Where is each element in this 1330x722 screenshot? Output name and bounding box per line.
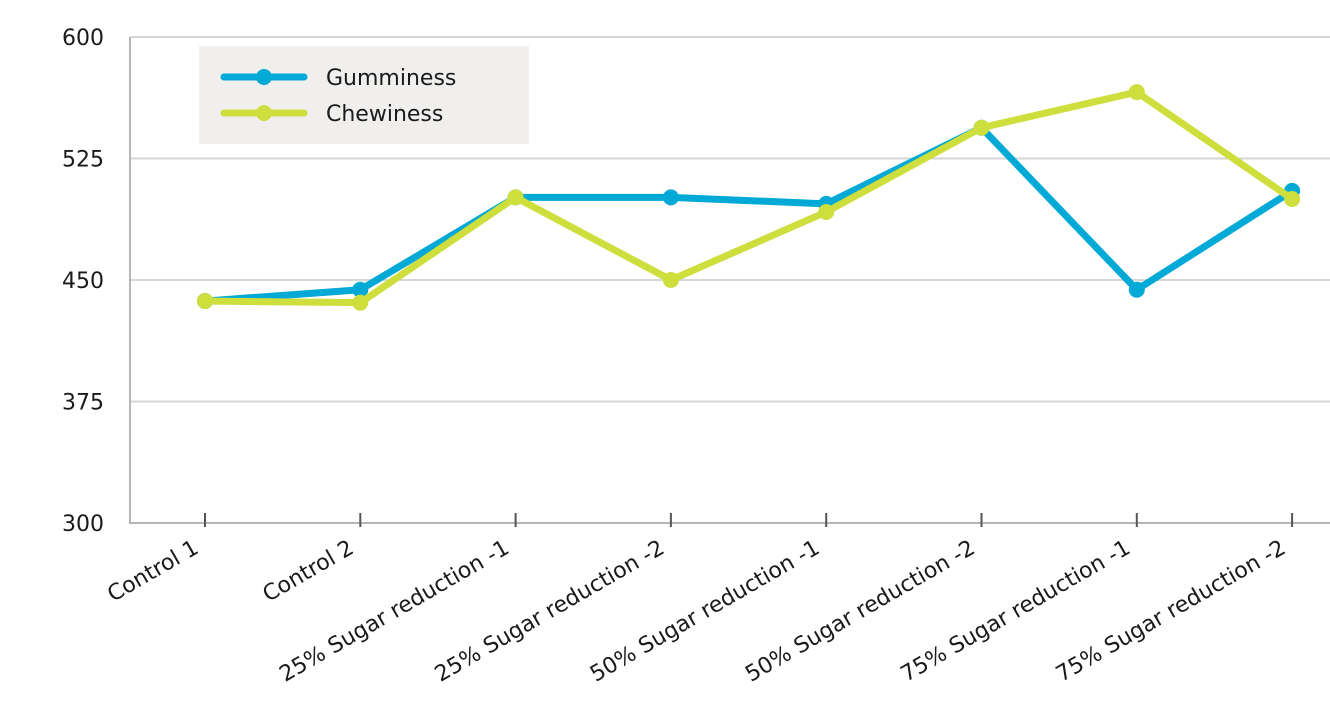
data-point-chewiness <box>197 293 213 310</box>
legend-item-chewiness: Chewiness <box>220 102 443 127</box>
y-tick-label: 600 <box>62 26 104 51</box>
data-point-chewiness <box>818 203 835 220</box>
y-tick-labels: 300 375 450 525 600 <box>62 26 104 537</box>
x-tick-label: Control 1 <box>103 536 203 608</box>
series-lines <box>197 84 1301 311</box>
legend-background <box>199 46 529 144</box>
data-point-chewiness <box>1128 84 1145 101</box>
legend-marker-chewiness <box>256 105 272 121</box>
legend: Gumminess Chewiness <box>199 46 529 144</box>
data-point-gumminess <box>352 281 369 298</box>
legend-item-gumminess: Gumminess <box>220 66 456 91</box>
legend-label-gumminess: Gumminess <box>326 66 456 91</box>
data-point-chewiness <box>973 119 990 136</box>
y-tick-label: 525 <box>62 148 104 173</box>
data-point-chewiness <box>662 272 679 288</box>
data-point-chewiness <box>352 294 369 311</box>
data-point-chewiness <box>1284 191 1301 207</box>
axes <box>129 37 1330 527</box>
legend-marker-gumminess <box>256 69 272 85</box>
x-tick-label: Control 2 <box>259 536 359 608</box>
data-point-gumminess <box>1128 281 1145 298</box>
legend-label-chewiness: Chewiness <box>326 102 443 127</box>
y-tick-label: 300 <box>62 512 104 537</box>
data-point-gumminess <box>662 189 679 206</box>
data-point-chewiness <box>507 189 524 206</box>
series-line-gumminess <box>201 124 1296 305</box>
y-tick-label: 450 <box>62 269 104 294</box>
x-tick-labels: Control 1 Control 225% Sugar reduction -1… <box>103 536 1290 688</box>
y-tick-label: 375 <box>62 391 104 416</box>
series-line-chewiness <box>201 88 1296 307</box>
